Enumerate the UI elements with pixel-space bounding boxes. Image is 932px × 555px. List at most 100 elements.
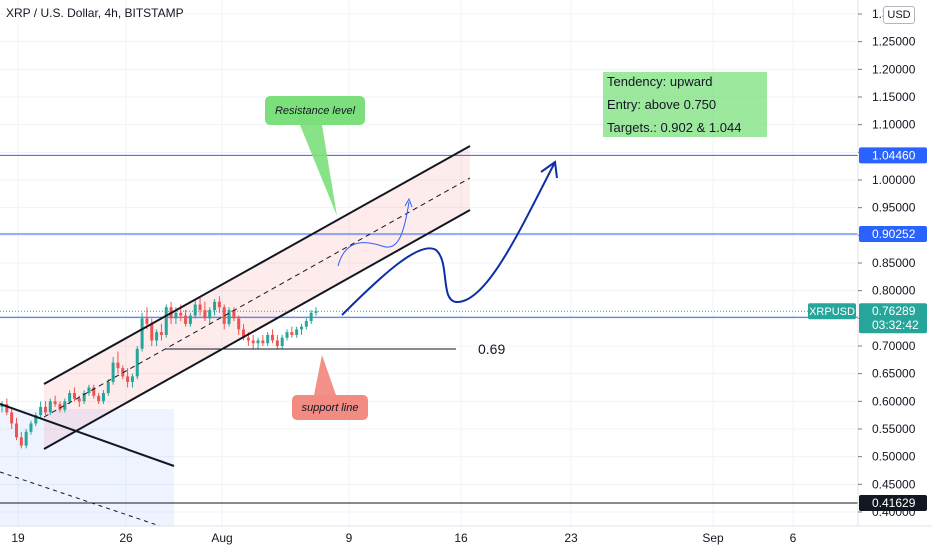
price-tick-12: 1.00000 <box>872 173 916 187</box>
candle-5 <box>24 429 28 449</box>
support-channel-line <box>43 209 471 450</box>
currency-button[interactable]: USD <box>883 6 915 24</box>
projection-thin-arrowhead <box>404 197 413 208</box>
candle-body-30 <box>145 318 149 324</box>
candle-body-32 <box>155 332 159 341</box>
candle-body-36 <box>174 312 178 319</box>
candle-body-11 <box>53 401 57 405</box>
candle-7 <box>34 412 38 427</box>
projection-thin-path <box>337 201 410 267</box>
price-badge-0.90252 <box>859 225 927 242</box>
candle-49 <box>237 315 241 335</box>
candle-45 <box>217 296 221 313</box>
candle-9 <box>43 401 47 416</box>
candle-body-6 <box>29 423 33 432</box>
candle-body-47 <box>227 310 231 324</box>
candle-22 <box>106 379 110 396</box>
symbol-header: XRP / U.S. Dollar, 4h, BITSTAMP <box>6 6 184 20</box>
info-box <box>603 72 767 137</box>
resistance-line <box>43 145 471 385</box>
current-price-badge-text: 0.76289 <box>872 304 916 318</box>
candle-10 <box>48 398 52 416</box>
candle-40 <box>193 298 197 319</box>
candle-52 <box>251 334 255 349</box>
support-value-label: 0.69 <box>478 341 505 357</box>
candle-42 <box>203 301 207 322</box>
candle-body-40 <box>193 304 197 316</box>
price-tick-4: 0.60000 <box>872 394 916 408</box>
candle-body-27 <box>130 376 134 382</box>
candle-body-52 <box>251 340 255 344</box>
candle-body-28 <box>135 348 139 377</box>
candle-body-50 <box>242 329 246 338</box>
candle-body-49 <box>237 318 241 330</box>
time-tick-7: 6 <box>790 531 797 545</box>
candle-55 <box>266 332 270 346</box>
candle-body-56 <box>271 334 275 341</box>
candle-body-63 <box>304 321 308 327</box>
candle-64 <box>309 310 313 324</box>
candle-13 <box>63 398 67 413</box>
candle-65 <box>314 307 318 316</box>
candle-body-31 <box>150 323 154 341</box>
candle-17 <box>82 390 86 405</box>
shaded-regions <box>0 146 470 526</box>
candle-39 <box>188 312 192 327</box>
candle-body-14 <box>68 393 72 402</box>
candle-19 <box>92 384 96 399</box>
price-badge-text-0.41629: 0.41629 <box>872 496 916 510</box>
candle-14 <box>68 390 72 405</box>
candle-body-33 <box>159 332 163 335</box>
price-badges: 1.044600.902520.752060.41629XRPUSD0.7628… <box>808 147 927 511</box>
candle-body-24 <box>116 362 120 369</box>
candle-body-19 <box>92 387 96 396</box>
candle-body-57 <box>275 340 279 346</box>
candle-48 <box>232 307 236 322</box>
candle-61 <box>295 326 299 338</box>
candle-body-38 <box>184 315 188 324</box>
candle-body-42 <box>203 310 207 319</box>
candle-body-15 <box>72 393 76 399</box>
candle-body-39 <box>188 315 192 324</box>
candle-body-4 <box>19 437 23 446</box>
candle-56 <box>271 329 275 344</box>
candle-body-43 <box>208 310 212 319</box>
candle-58 <box>280 334 284 349</box>
price-badge-text-0.90252: 0.90252 <box>872 227 916 241</box>
price-axis[interactable]: 0.400000.450000.500000.550000.600000.650… <box>857 0 916 526</box>
price-tick-5: 0.65000 <box>872 367 916 381</box>
candle-63 <box>304 318 308 330</box>
candle-26 <box>126 368 130 388</box>
candle-body-1 <box>5 404 9 413</box>
resistance-callout-pointer <box>300 125 337 216</box>
candle-38 <box>184 310 188 327</box>
countdown-text: 03:32:42 <box>872 318 919 332</box>
price-badge-1.04460 <box>859 147 927 164</box>
time-tick-4: 16 <box>454 531 468 545</box>
candle-body-46 <box>222 307 226 324</box>
candle-41 <box>198 296 202 316</box>
candle-body-34 <box>164 307 168 335</box>
candle-12 <box>58 401 62 413</box>
price-tick-2: 0.50000 <box>872 450 916 464</box>
candle-body-17 <box>82 393 86 402</box>
candle-body-55 <box>266 334 270 344</box>
time-axis[interactable]: 19 26 Aug 9 16 23 Sep 6 <box>0 525 932 545</box>
price-tick-14: 1.10000 <box>872 118 916 132</box>
candle-29 <box>140 312 144 352</box>
candle-body-54 <box>261 340 265 344</box>
price-tick-15: 1.15000 <box>872 90 916 104</box>
price-badge-text-1.04460: 1.04460 <box>872 148 916 162</box>
support-callout-text: support line <box>302 402 359 414</box>
candle-2 <box>10 406 14 429</box>
candles <box>0 296 318 449</box>
candle-53 <box>256 337 260 349</box>
price-badge-0.41629 <box>859 494 927 511</box>
candle-54 <box>261 334 265 346</box>
candle-body-62 <box>300 326 304 330</box>
candle-body-58 <box>280 337 284 346</box>
candle-47 <box>227 307 231 327</box>
candle-33 <box>159 323 163 341</box>
